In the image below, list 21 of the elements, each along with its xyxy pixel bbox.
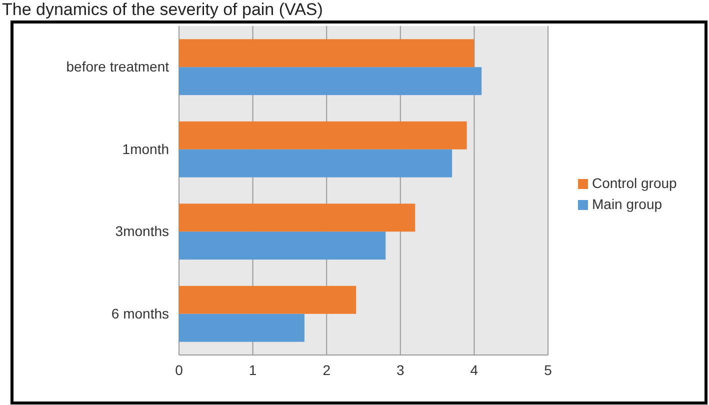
bar xyxy=(179,314,304,342)
y-tick-label: before treatment xyxy=(66,58,170,75)
y-tick-label: 3months xyxy=(115,223,169,240)
bar xyxy=(179,204,416,232)
x-tick-label: 1 xyxy=(248,362,257,378)
y-tick-label: 1month xyxy=(122,140,169,157)
chart-title: The dynamics of the severity of pain (VAS) xyxy=(2,0,323,19)
y-tick-label: 6 months xyxy=(111,305,169,322)
bar xyxy=(179,149,452,178)
x-tick-label: 5 xyxy=(544,362,552,378)
x-tick-label: 2 xyxy=(322,362,331,378)
legend-label: Control group xyxy=(592,175,678,191)
x-tick-label: 0 xyxy=(175,362,184,378)
bar xyxy=(179,232,386,260)
legend-label: Main group xyxy=(592,196,662,212)
x-tick-label: 3 xyxy=(396,362,404,378)
x-tick-label: 4 xyxy=(470,362,478,378)
bar xyxy=(179,39,474,68)
bar xyxy=(179,286,356,314)
bar xyxy=(179,121,467,150)
bar xyxy=(179,67,482,96)
